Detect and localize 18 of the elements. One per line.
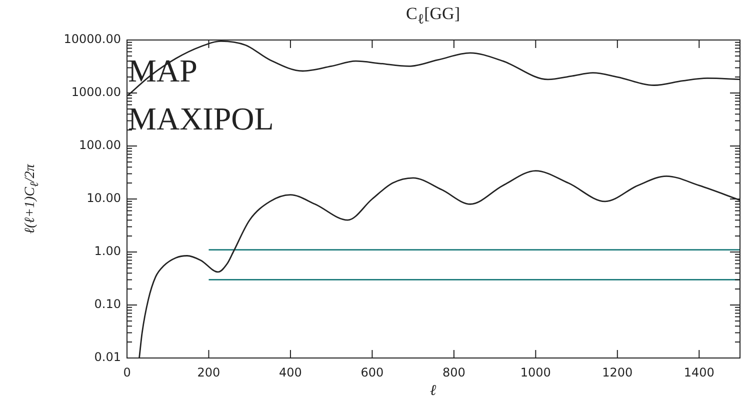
- x-tick-label: 1200: [602, 365, 633, 380]
- x-tick-label: 400: [279, 365, 302, 380]
- y-tick-label: 0.01: [94, 350, 121, 364]
- y-tick-label: 100.00: [79, 138, 121, 152]
- x-tick-label: 600: [360, 365, 384, 380]
- y-tick-label: 1000.00: [71, 85, 121, 100]
- y-tick-label: 0.10: [94, 297, 121, 312]
- x-tick-label: 1400: [684, 365, 714, 380]
- x-tick-label: 200: [197, 365, 220, 380]
- y-tick-label: 1.00: [94, 244, 121, 258]
- x-tick-label: 800: [442, 365, 466, 380]
- y-tick-label: 10.00: [86, 191, 121, 206]
- x-tick-label: 0: [123, 365, 131, 380]
- y-tick-label: 10000.00: [64, 32, 121, 46]
- x-axis-title: ℓ: [430, 383, 436, 400]
- annotation: MAXIPOL: [128, 100, 274, 136]
- x-tick-label: 1000: [520, 365, 551, 380]
- chart-title: C$_{ℓ}$[GG]: [406, 4, 460, 28]
